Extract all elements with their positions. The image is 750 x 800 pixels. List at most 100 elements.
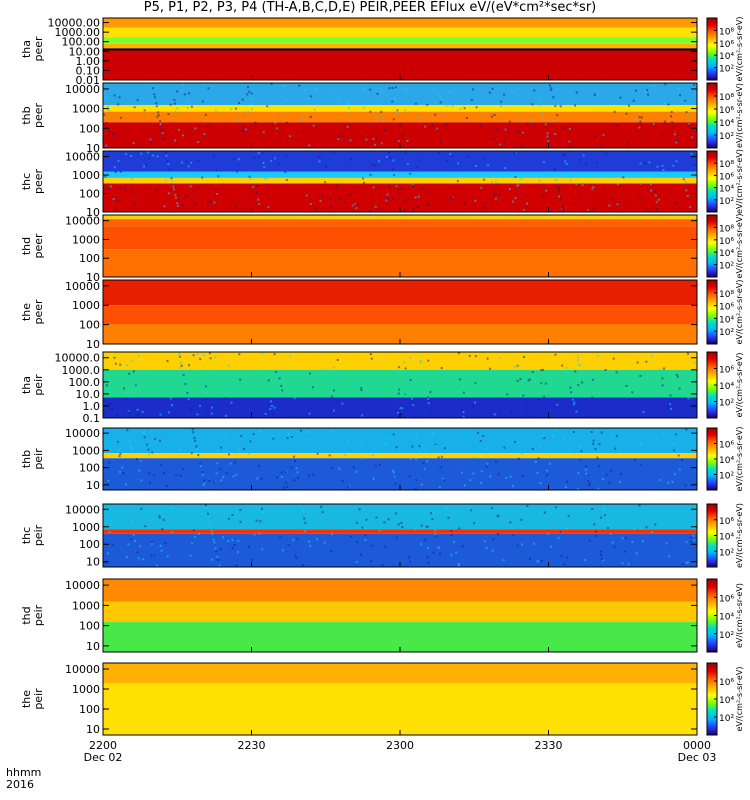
- noise-pixel: [678, 468, 681, 471]
- noise-pixel: [638, 126, 641, 129]
- noise-pixel: [494, 197, 497, 200]
- noise-pixel: [378, 394, 381, 397]
- noise-pixel: [517, 131, 520, 134]
- noise-pixel: [300, 410, 303, 413]
- spectrogram-band: [103, 48, 697, 51]
- species-label: peir: [32, 448, 45, 470]
- noise-pixel: [286, 437, 289, 440]
- noise-pixel: [318, 156, 321, 158]
- noise-pixel: [432, 551, 435, 554]
- noise-pixel: [104, 95, 107, 98]
- noise-pixel: [257, 152, 260, 155]
- noise-pixel: [639, 463, 642, 466]
- noise-pixel: [593, 94, 596, 97]
- noise-pixel: [160, 549, 163, 552]
- noise-pixel: [237, 539, 240, 542]
- colorbar-tick-label: 10⁶: [719, 40, 734, 50]
- noise-pixel: [673, 133, 676, 136]
- noise-pixel: [577, 171, 580, 174]
- noise-pixel: [376, 92, 379, 95]
- noise-pixel: [358, 444, 361, 447]
- noise-pixel: [549, 171, 552, 174]
- y-tick-label: 0.01: [76, 74, 101, 87]
- y-tick-label: 10000: [65, 579, 100, 592]
- noise-pixel: [424, 538, 426, 541]
- noise-pixel: [355, 560, 358, 563]
- noise-pixel: [419, 360, 422, 362]
- noise-pixel: [205, 504, 207, 506]
- colorbar-tick-label: 10²: [719, 399, 734, 409]
- noise-pixel: [212, 154, 215, 157]
- noise-pixel: [189, 185, 192, 188]
- y-tick-label: 10000.0: [55, 352, 101, 365]
- noise-pixel: [155, 102, 158, 105]
- noise-pixel: [489, 475, 492, 478]
- noise-pixel: [175, 473, 178, 476]
- noise-pixel: [566, 556, 569, 559]
- noise-pixel: [131, 178, 133, 181]
- noise-pixel: [571, 392, 574, 395]
- noise-pixel: [352, 466, 355, 469]
- noise-pixel: [489, 367, 491, 370]
- spectrogram-band: [103, 428, 697, 454]
- noise-pixel: [292, 525, 295, 528]
- noise-pixel: [679, 94, 681, 97]
- noise-pixel: [111, 408, 113, 411]
- noise-pixel: [342, 386, 345, 389]
- noise-pixel: [458, 564, 460, 567]
- noise-pixel: [537, 457, 540, 460]
- spectrogram-band: [103, 226, 697, 250]
- noise-pixel: [564, 160, 567, 163]
- noise-pixel: [402, 393, 405, 396]
- noise-pixel: [185, 389, 188, 392]
- noise-pixel: [175, 196, 177, 199]
- noise-pixel: [108, 508, 111, 511]
- noise-pixel: [297, 372, 300, 375]
- noise-pixel: [386, 441, 389, 444]
- y-tick-label: 10: [86, 479, 100, 492]
- noise-pixel: [233, 158, 236, 160]
- noise-pixel: [690, 136, 693, 139]
- noise-pixel: [183, 380, 186, 382]
- noise-pixel: [639, 443, 642, 446]
- noise-pixel: [124, 188, 127, 191]
- probe-label: thd: [20, 606, 33, 624]
- noise-pixel: [450, 390, 453, 393]
- noise-pixel: [374, 205, 377, 208]
- noise-pixel: [594, 530, 597, 533]
- noise-pixel: [631, 540, 634, 543]
- noise-pixel: [526, 123, 529, 126]
- noise-pixel: [581, 373, 584, 376]
- noise-pixel: [605, 152, 608, 155]
- noise-pixel: [132, 142, 135, 145]
- noise-pixel: [655, 208, 658, 211]
- noise-pixel: [674, 473, 676, 476]
- noise-pixel: [564, 126, 566, 129]
- noise-pixel: [520, 144, 523, 147]
- noise-pixel: [138, 469, 141, 472]
- noise-pixel: [650, 189, 653, 192]
- noise-pixel: [675, 201, 678, 204]
- noise-pixel: [373, 143, 376, 146]
- noise-pixel: [408, 385, 411, 388]
- noise-pixel: [300, 505, 303, 508]
- noise-pixel: [316, 538, 319, 541]
- noise-pixel: [298, 84, 301, 87]
- noise-pixel: [199, 465, 202, 468]
- noise-pixel: [388, 185, 391, 188]
- colorbar-tick-label: 10²: [719, 197, 734, 207]
- noise-pixel: [287, 433, 290, 435]
- noise-pixel: [248, 175, 251, 178]
- noise-pixel: [179, 521, 182, 524]
- noise-pixel: [575, 91, 578, 94]
- noise-pixel: [406, 162, 409, 165]
- spectrogram-band: [103, 111, 697, 123]
- noise-pixel: [423, 447, 426, 450]
- noise-pixel: [281, 389, 284, 392]
- noise-pixel: [687, 397, 690, 400]
- noise-pixel: [243, 447, 246, 450]
- noise-pixel: [282, 486, 285, 489]
- noise-pixel: [667, 482, 670, 484]
- noise-pixel: [105, 97, 107, 100]
- noise-pixel: [132, 370, 135, 373]
